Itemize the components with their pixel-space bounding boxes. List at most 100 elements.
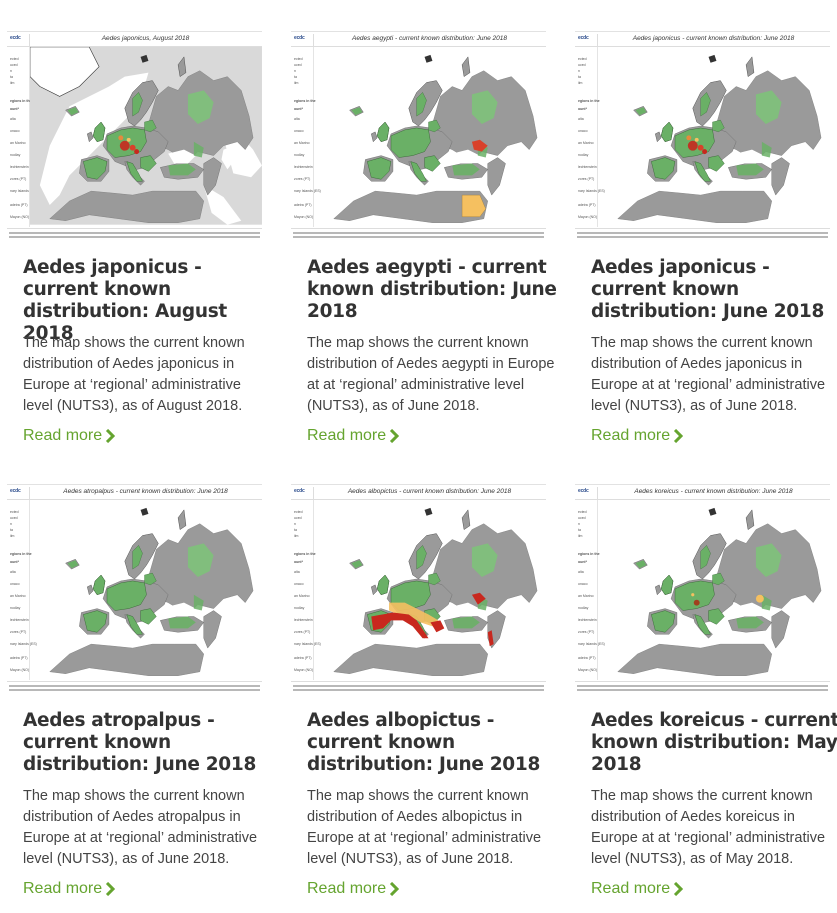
legend-label: nary Islands (ES) <box>578 189 605 193</box>
read-more-link[interactable]: Read more <box>307 880 400 898</box>
legend-label: ta <box>294 528 297 532</box>
legend-label: lechtenstein <box>294 165 313 169</box>
map-legend: ected uced n ta ilm egions in the ount* alta ona… <box>575 500 605 680</box>
legend-label: ilm <box>578 534 583 538</box>
legend-label: onaco <box>10 582 20 586</box>
legend-label: n <box>10 69 12 73</box>
legend-label: egions in the <box>294 552 316 556</box>
map-card: ecdc Aedes koreicus - current known dist… <box>575 484 837 897</box>
legend-label: lechtenstein <box>10 165 29 169</box>
card-title[interactable]: Aedes aegypti - current known distributi… <box>307 257 557 322</box>
read-more-link[interactable]: Read more <box>591 427 684 445</box>
legend-label: ilm <box>10 81 15 85</box>
legend-label: lechtenstein <box>294 618 313 622</box>
legend-label: Mayon (NO) <box>294 215 314 219</box>
legend-label: alta <box>294 570 300 574</box>
legend-label: adeira (PT) <box>578 203 596 207</box>
legend-label: n <box>294 522 296 526</box>
chevron-right-icon <box>674 429 684 443</box>
legend-label: ilm <box>10 534 15 538</box>
legend-label: lechtenstein <box>578 618 597 622</box>
map-header: ecdc Aedes japonicus, August 2018 <box>7 34 262 47</box>
legend-label: uced <box>294 516 302 520</box>
legend-label: nodlay <box>294 153 305 157</box>
map-thumbnail[interactable]: ecdc Aedes albopictus - current known di… <box>291 484 546 698</box>
legend-label: zores (PT) <box>10 630 27 634</box>
card-title[interactable]: Aedes japonicus - current known distribu… <box>23 257 227 344</box>
legend-label: alta <box>10 117 16 121</box>
map-header: ecdc Aedes japonicus - current known dis… <box>575 34 830 47</box>
legend-label: zores (PT) <box>578 630 595 634</box>
legend-label: ected <box>10 57 19 61</box>
legend-label: onaco <box>294 582 304 586</box>
map-footer <box>291 228 546 241</box>
ecdc-logo-icon: ecdc <box>10 35 21 41</box>
card-title[interactable]: Aedes albopictus - current known distrib… <box>307 710 541 775</box>
ecdc-logo-icon: ecdc <box>10 488 21 494</box>
card-description: The map shows the current known distribu… <box>591 335 826 414</box>
legend-label: zores (PT) <box>10 177 27 181</box>
legend-label: ount* <box>578 560 587 564</box>
legend-label: ected <box>578 510 587 514</box>
legend-label: ilm <box>294 534 299 538</box>
legend-label: onaco <box>294 129 304 133</box>
legend-label: adeira (PT) <box>578 656 596 660</box>
legend-label: Mayon (NO) <box>10 668 30 672</box>
read-more-label: Read more <box>307 880 387 897</box>
read-more-link[interactable]: Read more <box>591 880 684 898</box>
legend-label: uced <box>10 63 18 67</box>
legend-label: Mayon (NO) <box>578 668 598 672</box>
map-title: Aedes aegypti - current known distributi… <box>351 35 507 42</box>
legend-label: ected <box>294 510 303 514</box>
legend-label: ount* <box>294 107 303 111</box>
map-title: Aedes atropalpus - current known distrib… <box>63 488 228 495</box>
legend-label: an Marino <box>294 594 310 598</box>
read-more-link[interactable]: Read more <box>23 427 116 445</box>
legend-label: ta <box>10 75 13 79</box>
legend-label: onaco <box>578 582 588 586</box>
map-thumbnail[interactable]: ecdc Aedes japonicus, August 2018 ected u… <box>7 31 262 245</box>
card-title[interactable]: Aedes japonicus - current known distribu… <box>591 257 825 322</box>
legend-label: nary Islands (ES) <box>10 642 37 646</box>
map-thumbnail[interactable]: ecdc Aedes aegypti - current known distr… <box>291 31 546 245</box>
legend-label: egions in the <box>578 99 600 103</box>
legend-label: nodlay <box>578 153 589 157</box>
card-title[interactable]: Aedes atropalpus - current known distrib… <box>23 710 257 775</box>
legend-label: nodlay <box>294 606 305 610</box>
map-header: ecdc Aedes aegypti - current known distr… <box>291 34 546 47</box>
legend-label: alta <box>10 570 16 574</box>
read-more-link[interactable]: Read more <box>23 880 116 898</box>
card-title[interactable]: Aedes koreicus - current known distribut… <box>591 710 837 775</box>
legend-label: an Marino <box>294 141 310 145</box>
legend-label: an Marino <box>10 594 26 598</box>
chevron-right-icon <box>106 882 116 896</box>
map-title: Aedes japonicus, August 2018 <box>101 35 190 42</box>
read-more-label: Read more <box>23 880 103 897</box>
legend-label: an Marino <box>10 141 26 145</box>
chevron-right-icon <box>106 429 116 443</box>
map-footer <box>575 681 830 694</box>
legend-label: Mayon (NO) <box>294 668 314 672</box>
legend-label: uced <box>578 63 586 67</box>
card-description: The map shows the current known distribu… <box>23 335 245 414</box>
map-card: ecdc Aedes japonicus, August 2018 ected u… <box>7 31 279 444</box>
read-more-link[interactable]: Read more <box>307 427 400 445</box>
europe-map-image <box>333 507 538 677</box>
map-thumbnail[interactable]: ecdc Aedes japonicus - current known dis… <box>575 31 830 245</box>
map-card: ecdc Aedes albopictus - current known di… <box>291 484 563 897</box>
legend-label: egions in the <box>10 99 32 103</box>
europe-map-image <box>617 54 822 224</box>
map-title: Aedes japonicus - current known distribu… <box>632 35 795 42</box>
map-thumbnail[interactable]: ecdc Aedes atropalpus - current known di… <box>7 484 262 698</box>
legend-label: lechtenstein <box>578 165 597 169</box>
chevron-right-icon <box>390 882 400 896</box>
legend-label: ilm <box>578 81 583 85</box>
europe-map-image <box>333 54 538 224</box>
map-thumbnail[interactable]: ecdc Aedes koreicus - current known dist… <box>575 484 830 698</box>
europe-map-image <box>49 507 254 677</box>
legend-label: ected <box>10 510 19 514</box>
map-legend: ected uced n ta ilm egions in the ount* alta ona… <box>7 47 37 227</box>
legend-label: zores (PT) <box>578 177 595 181</box>
legend-label: nary Islands (ES) <box>10 189 37 193</box>
